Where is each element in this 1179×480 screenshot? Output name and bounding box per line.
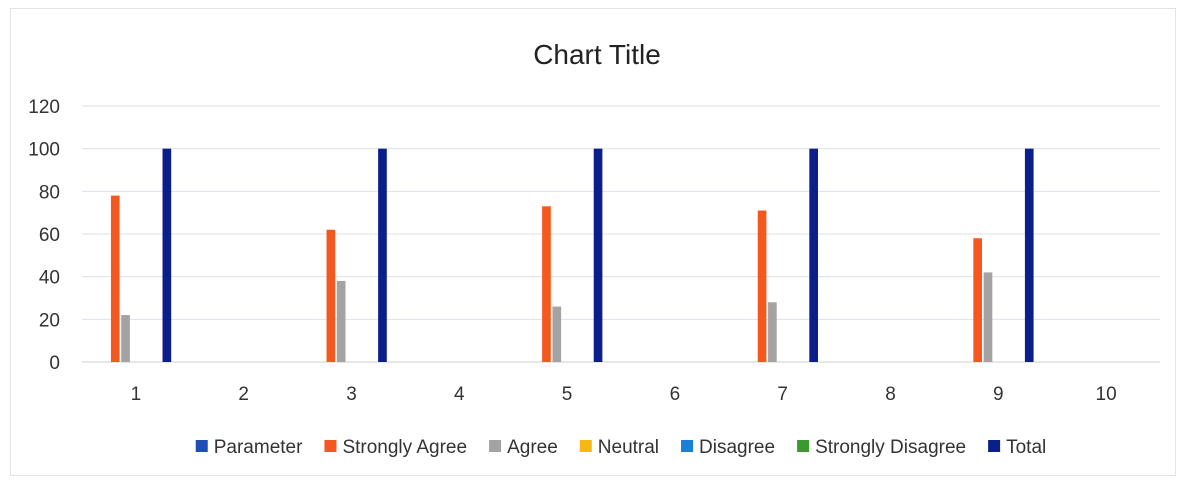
bar-agree [768, 302, 777, 362]
legend-swatch [797, 440, 810, 452]
x-tick-label: 10 [1096, 384, 1117, 405]
legend-label: Strongly Agree [342, 437, 467, 458]
x-tick-label: 9 [993, 384, 1004, 405]
y-tick-label: 60 [39, 225, 60, 246]
legend-item: Total [988, 437, 1046, 458]
x-tick-label: 2 [238, 384, 249, 405]
legend-swatch [988, 440, 1001, 452]
legend-swatch [195, 440, 208, 452]
bar-agree [336, 280, 346, 362]
legend-swatch [681, 440, 694, 452]
y-tick-label: 20 [39, 310, 60, 331]
chart-title: Chart Title [533, 39, 661, 70]
bar-total [809, 148, 818, 362]
x-tick-label: 7 [777, 384, 788, 405]
legend-item: Disagree [681, 437, 775, 458]
bar-total [162, 148, 172, 362]
bars [110, 148, 1034, 362]
legend-swatch [489, 440, 502, 452]
legend-item: Agree [489, 437, 558, 458]
x-tick-label: 3 [346, 384, 357, 405]
x-tick-label: 1 [131, 384, 142, 405]
bar-total [1024, 148, 1034, 362]
legend-item: Strongly Agree [324, 437, 467, 458]
bar-total [593, 148, 603, 362]
gridlines [82, 105, 1160, 363]
legend: Parameter Strongly Agree Agree Neutral Disag… [195, 437, 1046, 458]
x-tick-label: 8 [885, 384, 896, 405]
y-tick-label: 40 [39, 268, 60, 289]
legend-item: Neutral [579, 437, 659, 458]
y-tick-label: 100 [28, 140, 60, 161]
bar-total [378, 148, 387, 362]
x-tick-label: 5 [562, 384, 573, 405]
legend-label: Agree [507, 437, 558, 458]
bar-strongly-agree [973, 238, 982, 362]
legend-label: Neutral [598, 437, 659, 458]
legend-label: Disagree [699, 437, 775, 458]
legend-label: Strongly Disagree [815, 437, 966, 458]
x-tick-label: 6 [670, 384, 681, 405]
bar-strongly-agree [757, 210, 767, 362]
bar-agree [552, 306, 562, 362]
legend-item: Strongly Disagree [797, 437, 966, 458]
legend-label: Total [1006, 437, 1046, 458]
y-tick-label: 120 [28, 97, 60, 118]
bar-agree [121, 315, 130, 362]
y-tick-label: 0 [49, 353, 60, 374]
legend-label: Parameter [214, 437, 303, 458]
legend-item: Parameter [195, 437, 303, 458]
bar-agree [983, 272, 993, 362]
bar-strongly-agree [326, 229, 336, 362]
x-axis: 1 2 3 4 5 6 7 8 9 10 [131, 384, 1117, 405]
x-tick-label: 4 [454, 384, 465, 405]
legend-swatch [579, 440, 592, 452]
y-tick-label: 80 [39, 182, 60, 203]
bar-strongly-agree [110, 195, 120, 362]
bar-strongly-agree [542, 206, 551, 362]
y-axis: 0 20 40 60 80 100 120 [28, 97, 60, 374]
legend-swatch [324, 440, 337, 452]
